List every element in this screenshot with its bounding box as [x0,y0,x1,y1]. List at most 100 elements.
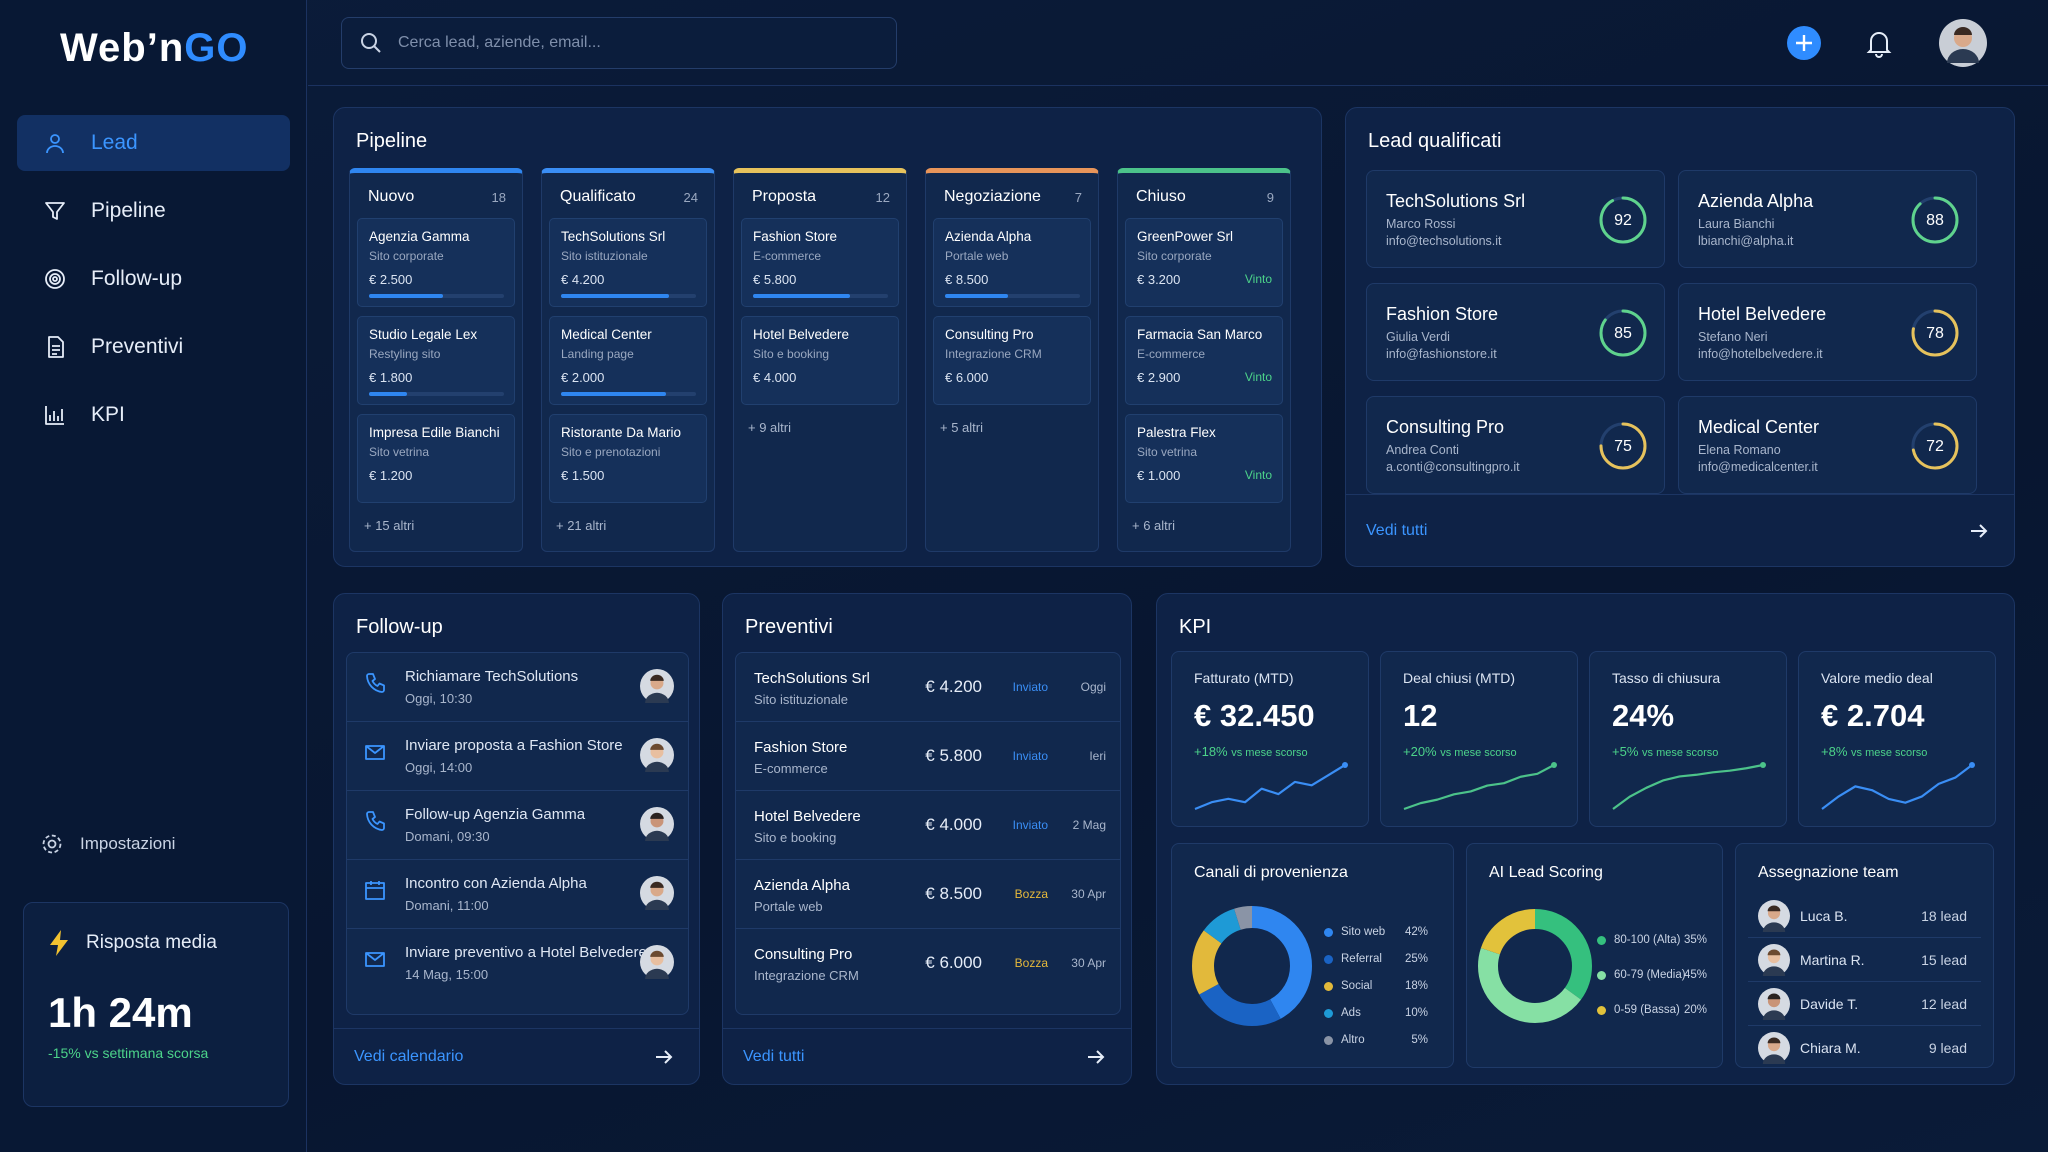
legend-item: Social [1324,980,1372,992]
deal-service: Sito istituzionale [561,249,648,263]
donut-chart [1478,909,1592,1023]
followup-footer[interactable]: Vedi calendario [334,1028,699,1084]
avatar [640,807,674,841]
pipeline-column: Proposta 12 Fashion Store E-commerce € 5.800… [733,168,907,552]
more-link[interactable]: + 5 altri [940,420,983,435]
legend-value: 25% [1404,953,1428,965]
column-name: Nuovo [368,188,415,205]
chart-card: Canali di provenienza Sito web 42% Referral… [1171,843,1454,1068]
column-count: 7 [1074,189,1082,205]
nav-icon-path [45,269,65,289]
quotes-footer[interactable]: Vedi tutti [723,1028,1131,1084]
team-name: Martina R. [1800,952,1865,968]
deal-card[interactable]: Azienda Alpha Portale web € 8.500 [933,218,1091,307]
deal-card[interactable]: Consulting Pro Integrazione CRM € 6.000 [933,316,1091,405]
team-row[interactable]: Davide T. 12 lead [1748,982,1981,1026]
deal-card[interactable]: Fashion Store E-commerce € 5.800 [741,218,899,307]
donut-segment [1192,906,1312,1026]
quote-row[interactable]: Fashion Store E-commerce € 5.800 Inviato Ier… [736,722,1120,791]
followup-row[interactable]: Richiamare TechSolutions Oggi, 10:30 [347,653,688,722]
more-link[interactable]: + 6 altri [1132,518,1175,533]
more-link[interactable]: + 9 altri [748,420,791,435]
panel-title: Follow-up [356,616,443,638]
kpi-label: Tasso di chiusura [1612,670,1721,686]
lead-company: Fashion Store [1386,304,1499,324]
deal-card[interactable]: Agenzia Gamma Sito corporate € 2.500 [357,218,515,307]
deal-card[interactable]: Studio Legale Lex Restyling sito € 1.800 [357,316,515,405]
lead-card[interactable]: TechSolutions Srl Marco Rossi info@techsol… [1366,170,1665,268]
deal-card[interactable]: Medical Center Landing page € 2.000 [549,316,707,405]
donut-segment [1478,909,1592,1023]
deal-status: Vinto [1244,468,1272,482]
deal-card[interactable]: TechSolutions Srl Sito istituzionale € 4.2… [549,218,707,307]
more-link[interactable]: + 21 altri [556,518,607,533]
lead-card[interactable]: Fashion Store Giulia Verdi info@fashionsto… [1366,283,1665,381]
quote-row[interactable]: Azienda Alpha Portale web € 8.500 Bozza 30 A… [736,860,1120,929]
deal-status: Vinto [1244,272,1272,286]
topbar [308,0,2048,86]
quote-row[interactable]: Hotel Belvedere Sito e booking € 4.000 Invi… [736,791,1120,860]
followup-text: Richiamare TechSolutions [405,668,579,685]
quote-row[interactable]: Consulting Pro Integrazione CRM € 6.000 Boz… [736,929,1120,998]
deal-card[interactable]: Ristorante Da Mario Sito e prenotazioni € … [549,414,707,503]
deal-card[interactable]: Impresa Edile Bianchi Sito vetrina € 1.200 [357,414,515,503]
progress-bar [369,392,407,396]
leads-footer[interactable]: Vedi tutti [1346,494,2014,566]
deal-card[interactable]: Farmacia San Marco E-commerce € 2.900 Vinto [1125,316,1283,405]
search-input[interactable]: Cerca lead, aziende, email... [341,17,897,69]
nav-item[interactable]: Pipeline [17,183,290,239]
more-link[interactable]: + 15 altri [364,518,415,533]
deal-amount: € 5.800 [753,272,797,287]
deal-card[interactable]: Palestra Flex Sito vetrina € 1.000 Vinto [1125,414,1283,503]
deal-card[interactable]: GreenPower Srl Sito corporate € 3.200 Vinto [1125,218,1283,307]
progress-bar [561,294,669,298]
team-leads: 15 lead [1921,952,1967,968]
followup-text: Incontro con Azienda Alpha [405,875,587,892]
followup-row[interactable]: Incontro con Azienda Alpha Domani, 11:00 [347,860,688,929]
settings-link[interactable]: Impostazioni [40,832,175,856]
lead-card[interactable]: Medical Center Elena Romano info@medicalce… [1678,396,1977,494]
avatar [640,669,674,703]
deal-amount-row: € 2.000 [561,370,696,385]
team-row[interactable]: Chiara M. 9 lead [1748,1026,1981,1070]
nav-item[interactable]: KPI [17,387,290,443]
user-avatar[interactable] [1939,19,1987,67]
lead-card[interactable]: Consulting Pro Andrea Conti a.conti@consul… [1366,396,1665,494]
followup-time: 14 Mag, 15:00 [405,967,489,982]
legend-value: 45% [1683,969,1707,981]
nav-item[interactable]: Preventivi [17,319,290,375]
add-button[interactable] [1786,25,1822,61]
deal-amount-row: € 2.500 [369,272,504,287]
ring-arc [1599,309,1647,357]
logo[interactable]: Web’nGO [60,26,249,71]
lead-card[interactable]: Hotel Belvedere Stefano Neri info@hotelbel… [1678,283,1977,381]
legend-swatch [1324,927,1333,937]
quotes-list: TechSolutions Srl Sito istituzionale € 4.2… [735,652,1121,1015]
legend-swatch [1324,981,1333,991]
legend-value: 10% [1404,1007,1428,1019]
quote-service: Sito istituzionale [754,692,848,707]
deal-amount: € 2.900 [1137,370,1181,385]
response-card: Risposta media 1h 24m -15% vs settimana … [23,902,289,1107]
nav-item[interactable]: Follow-up [17,251,290,307]
sparkline-end [1760,762,1766,768]
sparkline [1821,762,1975,810]
quote-company: Consulting Pro [754,946,853,963]
kpi-card: Fatturato (MTD) € 32.450 +18% vs mese scor… [1171,651,1369,827]
deal-card[interactable]: Hotel Belvedere Sito e booking € 4.000 [741,316,899,405]
lead-card[interactable]: Azienda Alpha Laura Bianchi lbianchi@alpha… [1678,170,1977,268]
avatar [640,945,674,979]
lead-email: lbianchi@alpha.it [1698,234,1794,248]
nav-item[interactable]: Lead [17,115,290,171]
donut-chart [1192,906,1312,1026]
lead-contact: Marco Rossi [1386,217,1456,231]
team-row[interactable]: Luca B. 18 lead [1748,894,1981,938]
quote-row[interactable]: TechSolutions Srl Sito istituzionale € 4.2… [736,653,1120,722]
notifications-button[interactable] [1862,26,1896,60]
ring-arc [1911,422,1959,470]
team-row[interactable]: Martina R. 15 lead [1748,938,1981,982]
followup-row[interactable]: Inviare preventivo a Hotel Belvedere 14 M… [347,929,688,998]
kpi-label: Fatturato (MTD) [1194,670,1294,686]
followup-row[interactable]: Follow-up Agenzia Gamma Domani, 09:30 [347,791,688,860]
followup-row[interactable]: Inviare proposta a Fashion Store Oggi, 14… [347,722,688,791]
